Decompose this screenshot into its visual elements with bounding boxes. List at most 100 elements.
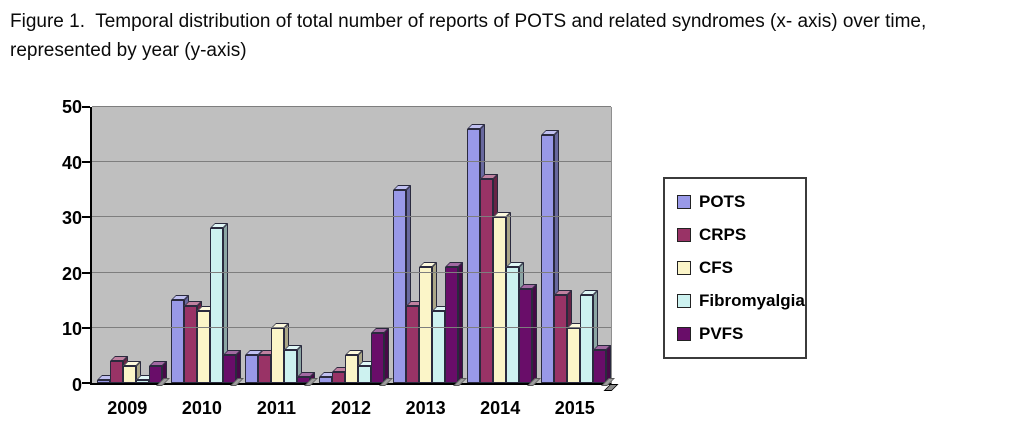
y-tick-label-30: 30 bbox=[61, 208, 82, 229]
bar-crps-2013 bbox=[406, 300, 425, 383]
bar-face-front bbox=[467, 129, 481, 383]
bar-face-front bbox=[519, 289, 533, 383]
y-tick-30 bbox=[82, 216, 90, 219]
bar-group-2012 bbox=[314, 107, 389, 383]
legend-swatch-pvfs bbox=[677, 327, 691, 341]
bar-face-front bbox=[445, 267, 459, 383]
bar-face-front bbox=[344, 355, 358, 383]
bar-face-front bbox=[593, 349, 607, 383]
gridline-20 bbox=[92, 271, 611, 273]
x-axis-label-2009: 2009 bbox=[107, 398, 148, 418]
legend-item-pvfs: PVFS bbox=[677, 324, 797, 344]
bar-pvfs-2010 bbox=[222, 350, 241, 383]
bar-face-front bbox=[283, 349, 297, 383]
y-tick-50 bbox=[82, 106, 90, 108]
y-tick-label-40: 40 bbox=[61, 152, 82, 173]
plot-area bbox=[82, 106, 619, 391]
bar-pots-2009 bbox=[96, 375, 115, 383]
bar-face-front bbox=[222, 355, 236, 383]
bar-face-front bbox=[480, 178, 494, 383]
bar-pots-2015 bbox=[541, 129, 560, 383]
bar-group-2013 bbox=[389, 107, 464, 383]
bar-pots-2014 bbox=[467, 124, 486, 383]
bar-face-front bbox=[580, 294, 594, 383]
bar-crps-2012 bbox=[331, 366, 350, 383]
bar-fibromyalgia-2015 bbox=[580, 289, 599, 383]
bar-groups bbox=[92, 107, 612, 383]
x-axis-labels: 2009 2010 2011 2012 2013 2014 2015 bbox=[90, 398, 612, 419]
bar-face-front bbox=[370, 333, 384, 383]
gridline-50 bbox=[92, 106, 611, 107]
y-tick-label-0: 0 bbox=[71, 375, 82, 395]
legend-label-crps: CRPS bbox=[699, 225, 747, 244]
bar-fibromyalgia-2011 bbox=[283, 344, 302, 383]
bar-fibromyalgia-2012 bbox=[357, 361, 376, 383]
bar-face-front bbox=[209, 228, 223, 383]
bar-face-front bbox=[270, 327, 284, 383]
bar-face-front bbox=[506, 267, 520, 383]
bar-pots-2010 bbox=[170, 295, 189, 383]
legend-item-crps: CRPS bbox=[677, 225, 797, 245]
bar-face-front bbox=[419, 267, 433, 383]
bar-pots-2013 bbox=[393, 184, 412, 383]
bar-group-2009 bbox=[92, 107, 167, 383]
bar-face-front bbox=[96, 380, 110, 383]
x-axis-label-2011: 2011 bbox=[256, 398, 296, 418]
y-tick-10 bbox=[82, 326, 90, 329]
y-tick-label-20: 20 bbox=[61, 263, 82, 284]
bar-cfs-2015 bbox=[567, 322, 586, 383]
bar-face-front bbox=[257, 355, 271, 383]
bar-face-front bbox=[406, 305, 420, 383]
bar-cfs-2010 bbox=[196, 306, 215, 383]
bar-pots-2011 bbox=[244, 350, 263, 383]
bar-pvfs-2013 bbox=[445, 262, 464, 383]
bar-fibromyalgia-2009 bbox=[135, 375, 154, 383]
bar-face-front bbox=[148, 366, 162, 383]
gridline-40 bbox=[92, 161, 611, 163]
bar-chart: 0 10 20 30 40 50 2009 2010 2011 2012 2013 2014 2015… bbox=[0, 85, 1024, 438]
gridline-10 bbox=[92, 326, 611, 328]
legend-swatch-fibromyalgia bbox=[677, 294, 691, 308]
bar-face-front bbox=[109, 360, 123, 383]
bar-fibromyalgia-2014 bbox=[506, 262, 525, 383]
bar-face-front bbox=[135, 380, 149, 383]
legend-label-fibromyalgia: Fibromyalgia bbox=[699, 291, 805, 310]
bar-crps-2015 bbox=[554, 289, 573, 383]
bar-crps-2011 bbox=[257, 350, 276, 383]
bar-fibromyalgia-2013 bbox=[432, 306, 451, 383]
legend-label-pvfs: PVFS bbox=[699, 324, 744, 343]
bar-face-front bbox=[554, 294, 568, 383]
bar-crps-2010 bbox=[183, 300, 202, 383]
x-axis-label-2015: 2015 bbox=[554, 398, 595, 418]
bar-face-front bbox=[493, 217, 507, 383]
bar-cfs-2013 bbox=[419, 262, 438, 383]
bar-face-front bbox=[357, 366, 371, 383]
y-tick-label-50: 50 bbox=[61, 97, 82, 117]
x-axis-label-2014: 2014 bbox=[480, 398, 521, 418]
bar-pots-2012 bbox=[318, 372, 337, 383]
bar-cfs-2012 bbox=[344, 350, 363, 383]
legend-item-fibromyalgia: Fibromyalgia bbox=[677, 291, 805, 311]
legend-swatch-pots bbox=[677, 195, 691, 209]
legend-item-cfs: CFS bbox=[677, 258, 797, 278]
figure-caption: Figure 1. Temporal distribution of total… bbox=[10, 11, 932, 61]
bar-pvfs-2012 bbox=[370, 328, 389, 383]
bar-face-front bbox=[567, 327, 581, 383]
legend-swatch-cfs bbox=[677, 261, 691, 275]
bar-pvfs-2015 bbox=[593, 344, 612, 383]
x-axis-label-2010: 2010 bbox=[181, 398, 222, 418]
bar-face-front bbox=[196, 311, 210, 383]
bar-face-front bbox=[432, 311, 446, 383]
legend-label-cfs: CFS bbox=[699, 258, 733, 277]
bar-cfs-2014 bbox=[493, 212, 512, 383]
bar-face-front bbox=[122, 366, 136, 383]
bar-crps-2009 bbox=[109, 355, 128, 383]
bar-face-front bbox=[183, 305, 197, 383]
x-axis-label-2013: 2013 bbox=[405, 398, 446, 418]
bar-pvfs-2009 bbox=[148, 361, 167, 383]
bar-face-front bbox=[244, 355, 258, 383]
bar-face-front bbox=[170, 300, 184, 383]
bar-face-front bbox=[331, 371, 345, 383]
bar-group-2014 bbox=[463, 107, 538, 383]
legend: POTS CRPS CFS Fibromyalgia PVFS bbox=[663, 177, 807, 359]
